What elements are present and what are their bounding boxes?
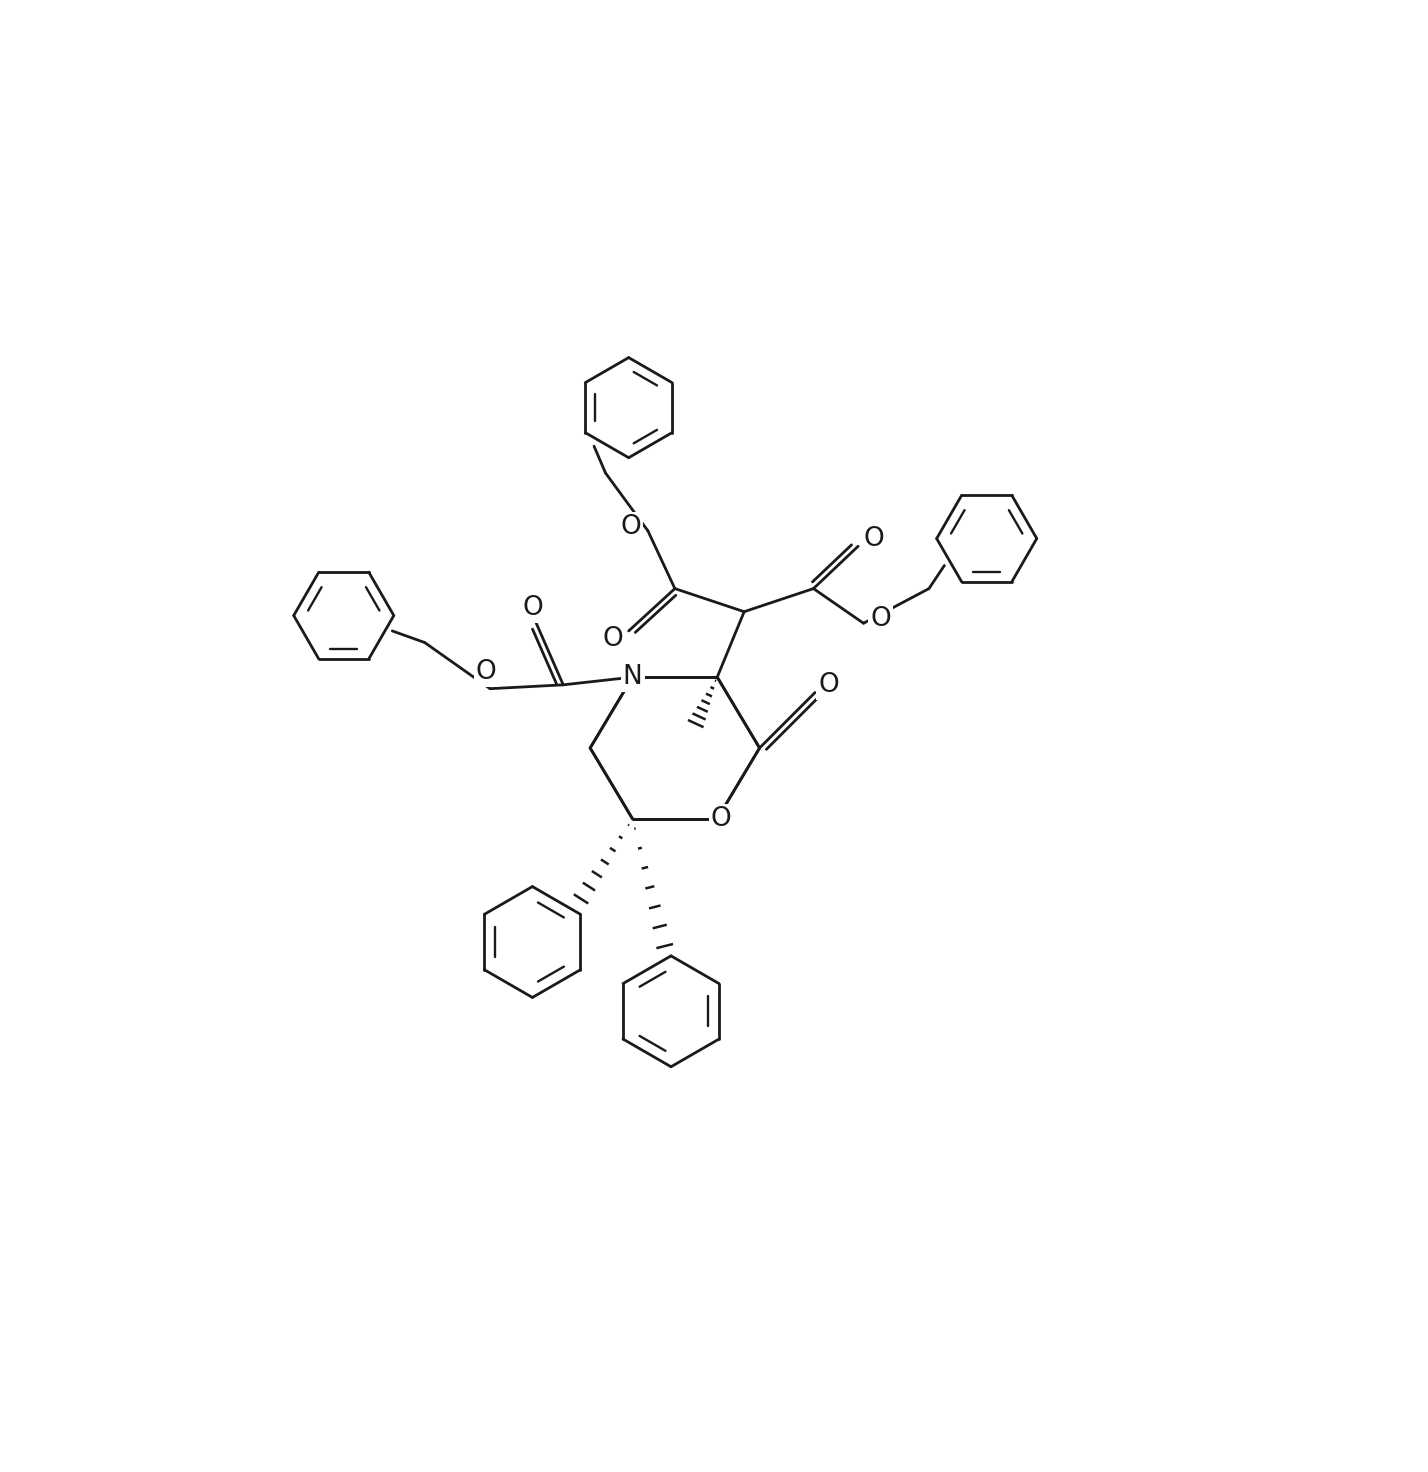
Text: O: O <box>863 526 884 552</box>
Text: O: O <box>870 606 891 633</box>
Text: O: O <box>523 595 543 621</box>
Text: O: O <box>603 626 624 652</box>
Text: N: N <box>623 664 643 690</box>
Text: O: O <box>818 671 840 698</box>
Text: O: O <box>711 805 731 832</box>
Text: O: O <box>621 514 641 540</box>
Text: O: O <box>621 514 641 540</box>
Text: O: O <box>818 671 840 698</box>
Text: O: O <box>870 606 891 633</box>
Text: N: N <box>623 664 643 690</box>
Text: O: O <box>863 526 884 552</box>
Text: O: O <box>711 805 731 832</box>
Text: O: O <box>523 595 543 621</box>
Text: O: O <box>476 659 497 684</box>
Text: O: O <box>603 626 624 652</box>
Text: O: O <box>476 659 497 684</box>
